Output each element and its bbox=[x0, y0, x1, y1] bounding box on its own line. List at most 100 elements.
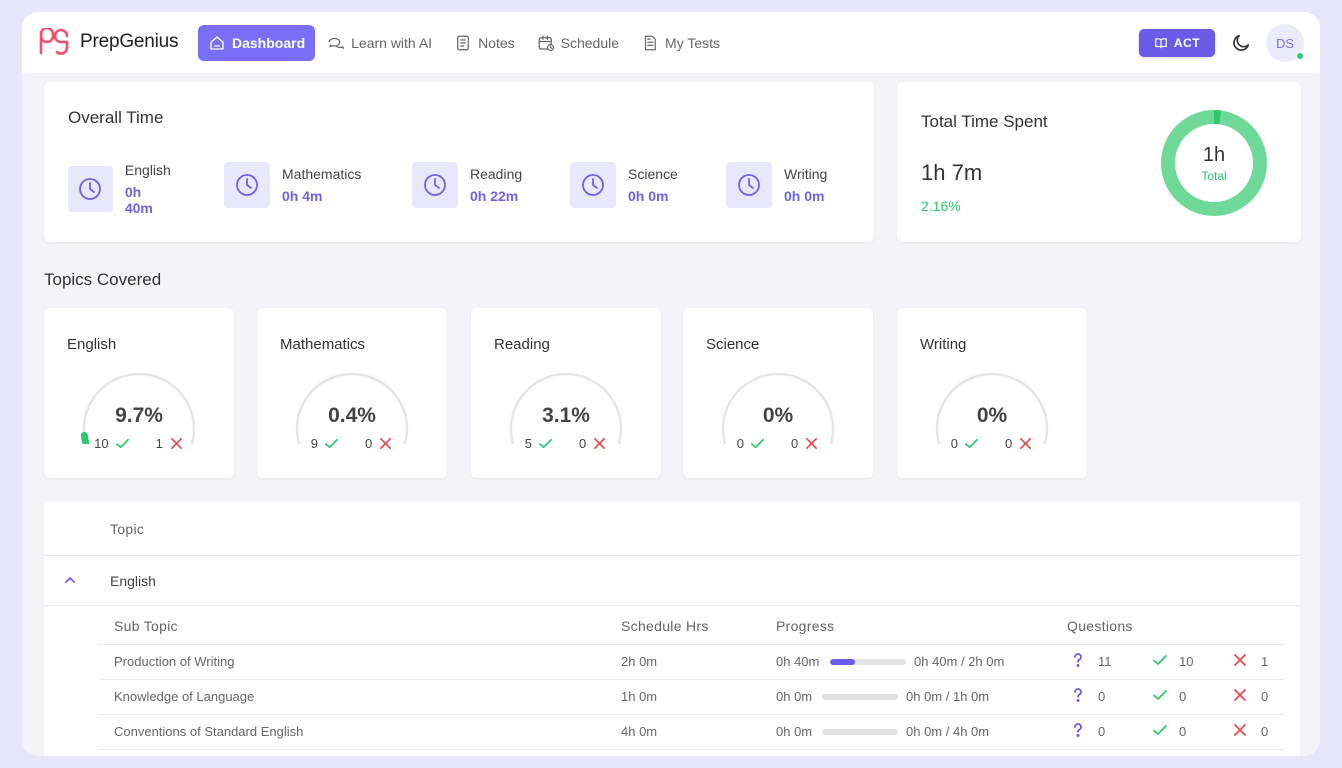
check-icon bbox=[325, 438, 338, 449]
nav-schedule-label: Schedule bbox=[560, 35, 620, 51]
gauge-track bbox=[295, 372, 409, 444]
progress-bar bbox=[822, 694, 898, 700]
progress-gauge bbox=[295, 372, 409, 444]
subject-time-writing: Writing 0h 0m bbox=[726, 162, 827, 208]
divider bbox=[44, 605, 1300, 606]
correct-count: 5 bbox=[524, 436, 532, 451]
home-icon bbox=[210, 36, 224, 50]
clock-icon bbox=[79, 178, 102, 200]
question-icon bbox=[1074, 653, 1082, 667]
schedule-hours: 1h 0m bbox=[621, 689, 658, 704]
sub-topic-name: Production of Writing bbox=[114, 654, 235, 669]
column-header-topic: Topic bbox=[110, 521, 145, 537]
topic-card-title: Reading bbox=[494, 336, 550, 353]
nav-dashboard[interactable]: Dashboard bbox=[198, 25, 316, 61]
subject-name: English bbox=[124, 162, 171, 178]
cross-icon bbox=[1234, 654, 1246, 666]
logo-icon bbox=[39, 28, 69, 55]
correct-count: 10 bbox=[94, 436, 109, 451]
column-header-progress: Progress bbox=[776, 618, 835, 634]
progress-bar-fill bbox=[830, 659, 856, 665]
topic-card-writing[interactable]: Writing 0% 0 0 bbox=[897, 308, 1087, 478]
subject-time: 0h 0m bbox=[784, 188, 825, 204]
subject-name: Science bbox=[628, 166, 678, 182]
progress-text: 0h 40m / 2h 0m bbox=[914, 654, 1005, 669]
topic-card-title: Writing bbox=[920, 336, 967, 353]
total-time-title: Total Time Spent bbox=[921, 112, 1048, 131]
wrong-count: 0 bbox=[365, 436, 373, 451]
check-icon bbox=[1153, 690, 1167, 700]
topic-card-title: English bbox=[67, 336, 117, 353]
wrong-count: 0 bbox=[1261, 724, 1269, 739]
sub-topic-name: Knowledge of Language bbox=[114, 689, 255, 704]
calendar-icon bbox=[538, 35, 554, 52]
divider bbox=[98, 714, 1284, 715]
gauge-fill bbox=[80, 431, 90, 444]
topic-card-reading[interactable]: Reading 3.1% 5 0 bbox=[471, 308, 661, 478]
user-avatar[interactable]: DS bbox=[1266, 24, 1304, 62]
time-spent: 0h 0m bbox=[776, 724, 813, 739]
check-icon bbox=[965, 438, 978, 449]
sub-topic-name: Conventions of Standard English bbox=[114, 724, 304, 739]
correct-count: 0 bbox=[736, 436, 744, 451]
subject-time-reading: Reading 0h 22m bbox=[412, 162, 522, 208]
subject-name: Reading bbox=[470, 166, 523, 182]
subject-time-mathematics: Mathematics 0h 4m bbox=[224, 162, 361, 208]
subject-time-english: English 0h 40m bbox=[68, 162, 172, 216]
progress-bar bbox=[830, 659, 906, 665]
clock-icon bbox=[582, 174, 604, 196]
topic-card-english[interactable]: English 9.7% 10 1 bbox=[44, 308, 234, 478]
check-icon bbox=[115, 438, 129, 449]
subject-name: Writing bbox=[784, 166, 828, 182]
subject-time: 0h 4m bbox=[282, 188, 323, 204]
table-row[interactable]: Production of Writing 2h 0m 0h 40m 0h 40m /… bbox=[98, 644, 1284, 679]
correct-count: 10 bbox=[1179, 654, 1194, 669]
nav-notes[interactable]: Notes bbox=[444, 25, 525, 61]
column-header-questions: Questions bbox=[1067, 618, 1133, 634]
check-icon bbox=[751, 438, 764, 449]
clock-icon bbox=[236, 174, 258, 196]
check-icon bbox=[1153, 655, 1167, 665]
nav-learn-with-ai[interactable]: Learn with AI bbox=[317, 25, 442, 61]
progress-gauge bbox=[935, 372, 1049, 444]
dark-mode-toggle-icon[interactable] bbox=[1230, 32, 1252, 54]
brand-name: PrepGenius bbox=[80, 31, 179, 52]
avatar-initials: DS bbox=[1275, 35, 1295, 51]
correct-count: 0 bbox=[950, 436, 958, 451]
cross-icon bbox=[1234, 724, 1246, 736]
questions-count: 0 bbox=[1098, 689, 1106, 704]
topics-table: Topic English Sub Topic Schedule Hrs Pro… bbox=[44, 502, 1300, 756]
clock-icon bbox=[424, 174, 446, 196]
topic-card-title: Mathematics bbox=[280, 336, 366, 353]
check-icon bbox=[1153, 725, 1167, 735]
chevron-up-icon[interactable] bbox=[64, 574, 76, 586]
nav-schedule[interactable]: Schedule bbox=[527, 25, 629, 61]
wrong-count: 0 bbox=[579, 436, 587, 451]
table-row[interactable]: Conventions of Standard English 4h 0m 0h 0… bbox=[98, 714, 1284, 749]
table-row[interactable]: Knowledge of Language 1h 0m 0h 0m 0h 0m / 1… bbox=[98, 679, 1284, 714]
column-header-schedule: Schedule Hrs bbox=[621, 618, 709, 634]
topic-card-science[interactable]: Science 0% 0 0 bbox=[683, 308, 873, 478]
total-time-value: 1h 7m bbox=[921, 160, 983, 185]
nav-my-tests[interactable]: My Tests bbox=[631, 25, 730, 61]
subject-time: 0h 22m bbox=[470, 188, 519, 204]
gauge-track bbox=[82, 372, 196, 444]
topic-card-title: Science bbox=[706, 336, 760, 353]
subject-icon-box bbox=[412, 162, 458, 208]
wrong-count: 1 bbox=[1261, 654, 1269, 669]
exam-select-button[interactable]: ACT bbox=[1139, 29, 1215, 57]
topic-counts: 10 1 bbox=[44, 436, 234, 451]
topic-card-mathematics[interactable]: Mathematics 0.4% 9 0 bbox=[257, 308, 447, 478]
cross-icon bbox=[170, 437, 182, 450]
subject-icon-box bbox=[726, 162, 772, 208]
progress-bar bbox=[822, 729, 898, 735]
brand-logo[interactable]: PrepGenius bbox=[38, 28, 179, 56]
overall-time-title: Overall Time bbox=[68, 108, 164, 127]
donut-sub-text: Total bbox=[1201, 168, 1227, 183]
topic-row-english[interactable]: English bbox=[110, 573, 156, 589]
cross-icon bbox=[1234, 689, 1246, 701]
correct-count: 0 bbox=[1179, 689, 1187, 704]
online-status-dot bbox=[1296, 52, 1304, 60]
topic-percent: 0% bbox=[762, 404, 794, 427]
